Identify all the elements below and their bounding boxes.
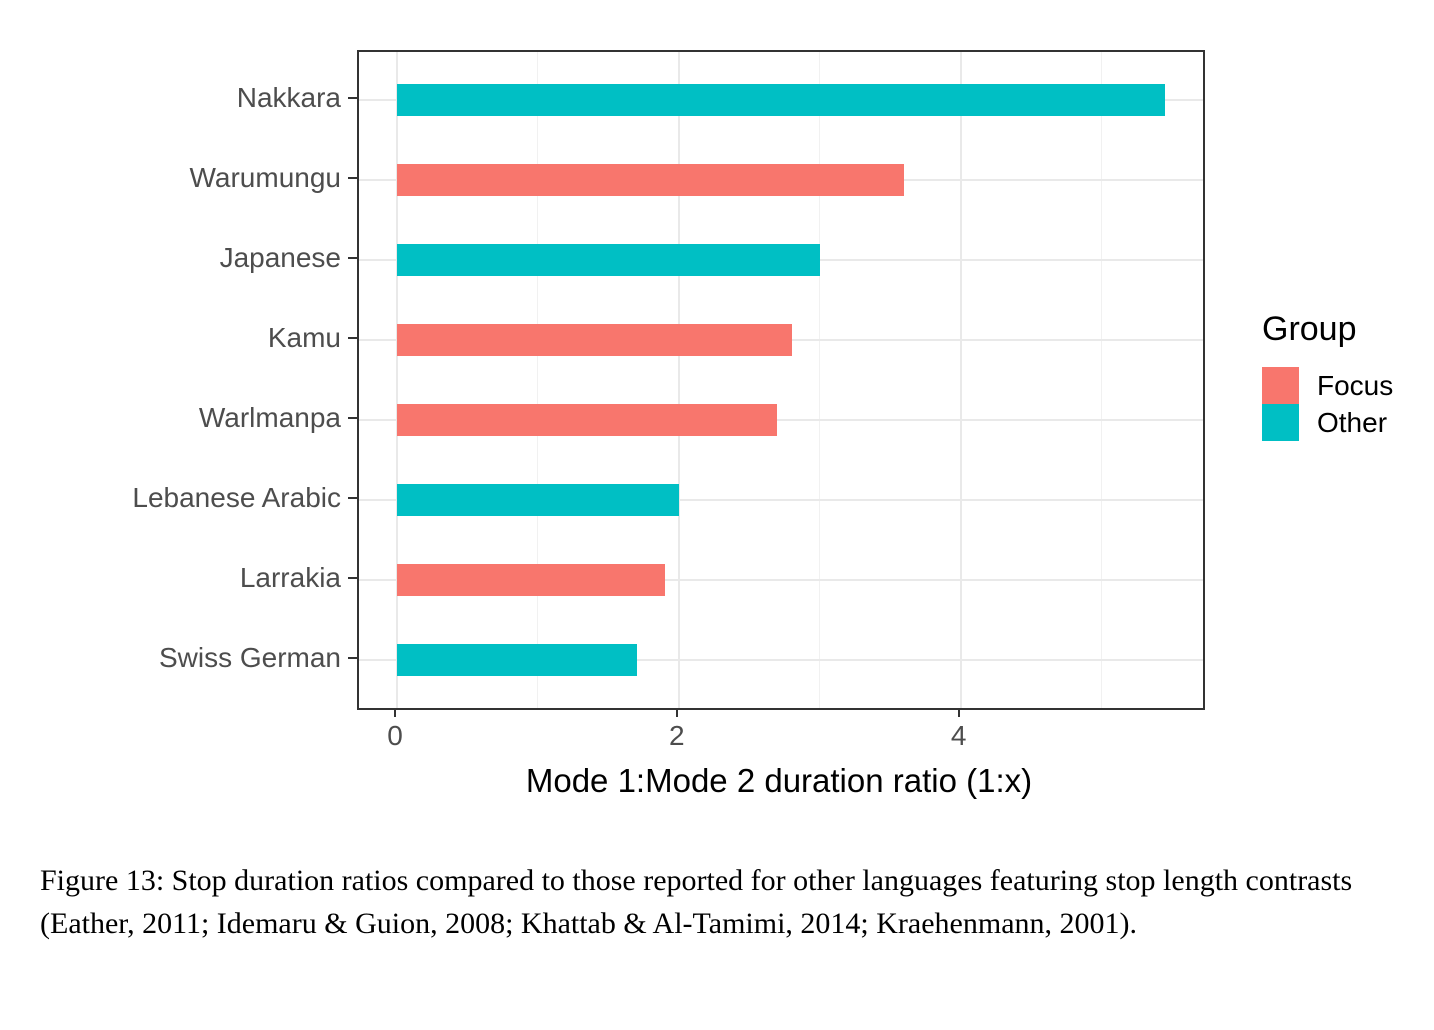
bar-swiss-german xyxy=(397,644,637,676)
legend-swatch-focus xyxy=(1262,367,1299,404)
y-axis-label: Kamu xyxy=(267,322,341,353)
legend-title: Group xyxy=(1262,310,1357,348)
y-tick xyxy=(348,257,357,259)
y-tick xyxy=(348,337,357,339)
legend-item-focus: Focus xyxy=(1262,367,1393,404)
bar-warlmanpa xyxy=(397,404,778,436)
gridline-x-minor xyxy=(819,52,821,708)
legend-label-focus: Focus xyxy=(1317,369,1394,401)
gridline-x-minor xyxy=(537,52,539,708)
legend-swatch-other xyxy=(1262,404,1299,441)
gridline-x-major xyxy=(396,52,399,708)
y-axis-label: Japanese xyxy=(219,242,341,273)
y-axis-label: Nakkara xyxy=(236,82,341,113)
x-tick xyxy=(957,708,960,717)
legend-label-other: Other xyxy=(1317,406,1388,438)
bar-lebanese-arabic xyxy=(397,484,679,516)
legend: Group Focus Other xyxy=(1262,310,1393,441)
y-axis-label: Swiss German xyxy=(158,642,341,673)
x-tick xyxy=(675,708,678,717)
y-axis-label: Warumungu xyxy=(189,162,341,193)
y-axis-label: Warlmanpa xyxy=(198,402,341,433)
y-axis-label: Lebanese Arabic xyxy=(132,482,341,513)
gridline-x-major xyxy=(959,52,962,708)
bar-japanese xyxy=(397,244,820,276)
y-tick xyxy=(348,657,357,659)
figure-caption: Figure 13: Stop duration ratios compared… xyxy=(40,864,1353,940)
y-tick xyxy=(348,417,357,419)
x-tick-label: 4 xyxy=(950,720,967,751)
gridline-y xyxy=(359,659,1203,661)
bar-kamu xyxy=(397,324,792,356)
gridline-y xyxy=(359,499,1203,501)
plot-panel xyxy=(357,50,1205,710)
gridline-y xyxy=(359,419,1203,421)
x-tick xyxy=(394,708,397,717)
y-tick xyxy=(348,577,357,579)
y-tick xyxy=(348,177,357,179)
y-tick xyxy=(348,97,357,99)
bar-warumungu xyxy=(397,164,905,196)
y-tick xyxy=(348,497,357,499)
y-axis-label: Larrakia xyxy=(239,562,341,593)
bar-nakkara xyxy=(397,84,1165,116)
gridline-x-major xyxy=(677,52,680,708)
x-tick-label: 2 xyxy=(669,720,685,751)
x-tick-label: 0 xyxy=(387,720,403,751)
gridline-x-minor xyxy=(1101,52,1103,708)
gridline-y xyxy=(359,579,1203,581)
x-axis-title: Mode 1:Mode 2 duration ratio (1:x) xyxy=(525,762,1033,799)
bar-larrakia xyxy=(397,564,665,596)
legend-item-other: Other xyxy=(1262,404,1393,441)
